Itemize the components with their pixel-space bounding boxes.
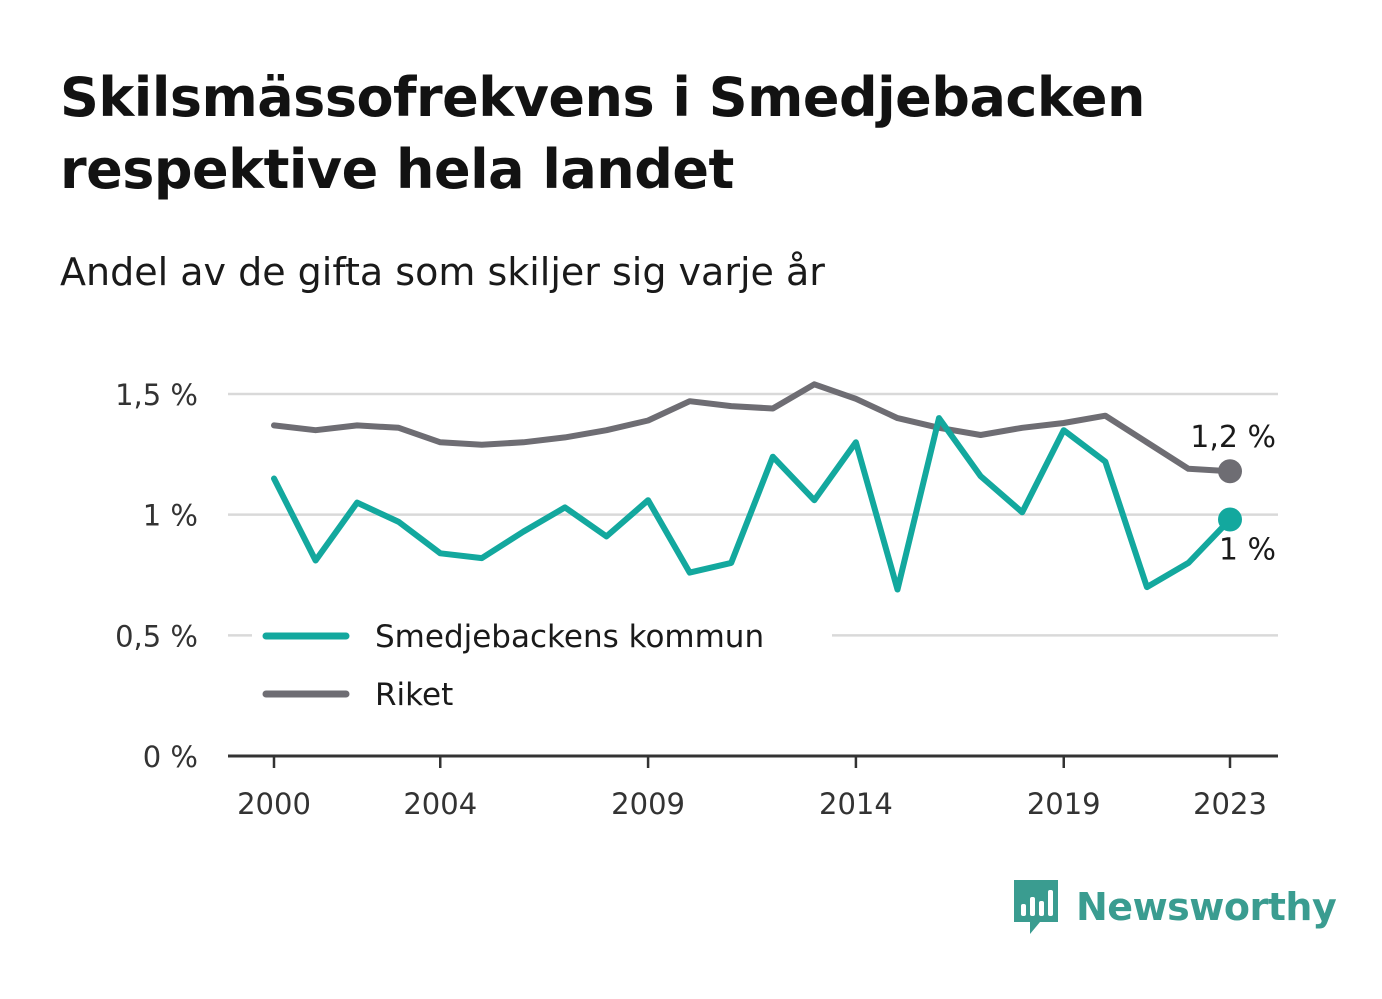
x-tick-label: 2014 <box>819 787 893 821</box>
line-chart: 0 % 0,5 % 1 % 1,5 % 2000 2004 2009 2014 2019 202… <box>115 378 1278 821</box>
x-tick-label: 2023 <box>1193 787 1267 821</box>
series-line <box>271 415 1233 593</box>
x-tick-label: 2000 <box>237 787 311 821</box>
legend-background <box>252 598 832 728</box>
brand-name: Newsworthy <box>1076 885 1337 929</box>
series-lines <box>271 381 1233 593</box>
legend: Smedjebackens kommun Riket <box>252 598 832 728</box>
series-end-marker <box>1218 507 1242 532</box>
series-end-label: 1 % <box>1219 532 1276 567</box>
series-end-label: 1,2 % <box>1190 420 1276 455</box>
legend-label: Smedjebackens kommun <box>375 619 764 655</box>
x-tick-label: 2019 <box>1027 787 1101 821</box>
newsworthy-logo: Newsworthy <box>1010 876 1337 938</box>
series-end-marker <box>1218 459 1242 484</box>
y-tick-label: 0 % <box>143 740 198 774</box>
series-line <box>271 381 1233 475</box>
y-axis-ticks: 0 % 0,5 % 1 % 1,5 % <box>115 378 198 774</box>
series-end-markers: 1 % 1,2 % <box>1190 420 1276 567</box>
bar-chart-speech-bubble-icon <box>1014 880 1058 934</box>
y-tick-label: 1 % <box>143 499 198 533</box>
chart-subtitle: Andel av de gifta som skiljer sig varje … <box>60 250 825 294</box>
y-tick-label: 0,5 % <box>115 619 198 653</box>
chart-title: Skilsmässofrekvens i Smedjebacken respek… <box>60 66 1145 201</box>
y-tick-label: 1,5 % <box>115 378 198 412</box>
legend-label: Riket <box>375 677 453 713</box>
x-axis: 2000 2004 2009 2014 2019 2023 <box>228 754 1278 821</box>
x-tick-label: 2009 <box>611 787 685 821</box>
x-tick-label: 2004 <box>403 787 477 821</box>
